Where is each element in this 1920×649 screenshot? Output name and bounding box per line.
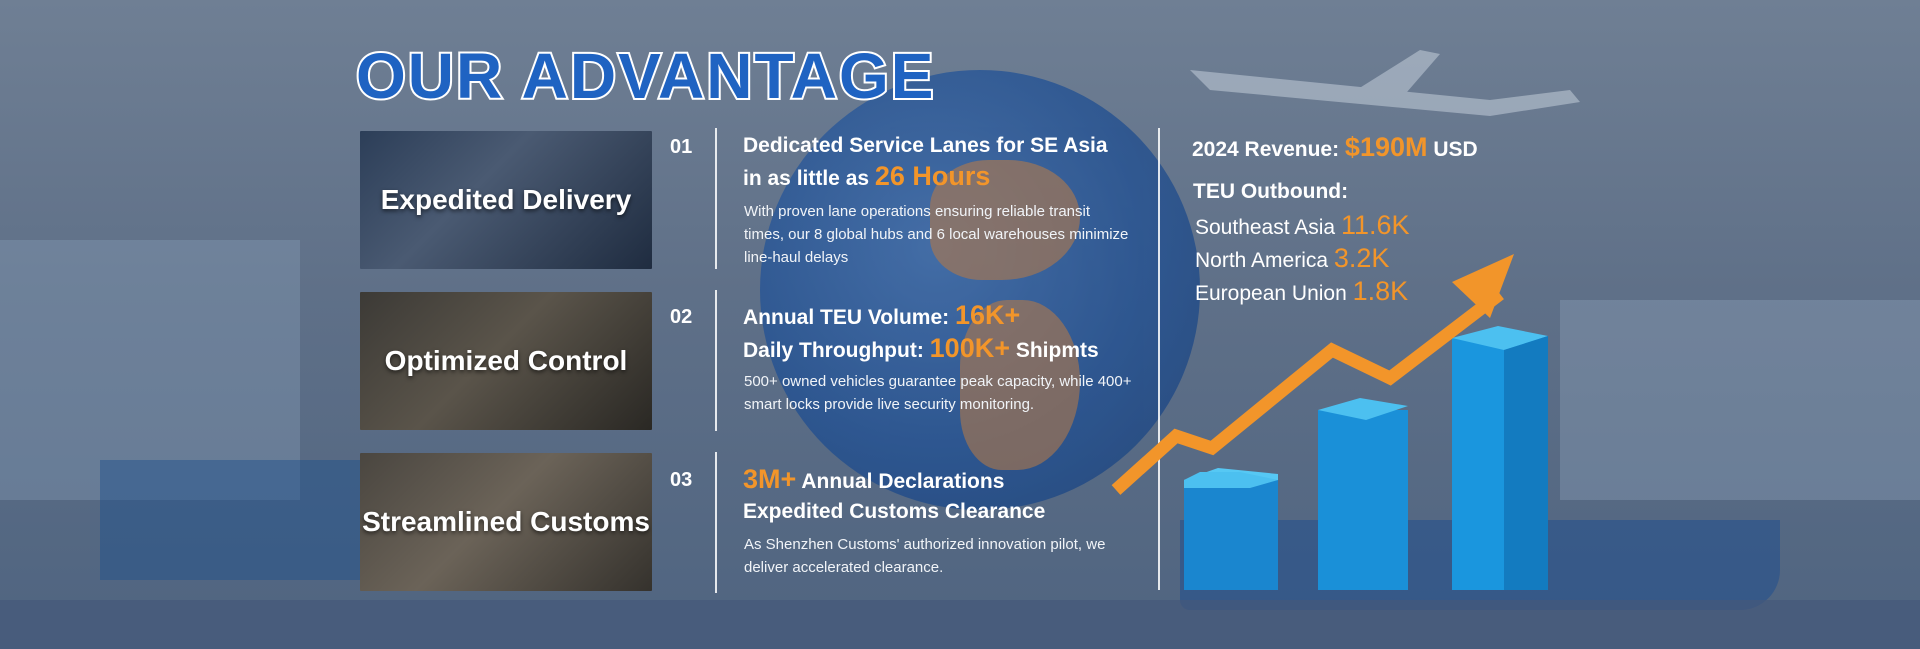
background-buildings-right — [1560, 300, 1920, 500]
teu-row: North America 3.2K — [1195, 243, 1390, 273]
bar-3d — [1184, 468, 1278, 590]
divider-line — [715, 128, 717, 269]
heading-line: Daily Throughput: 100K+ Shipmts — [743, 333, 1099, 363]
teu-value: 1.8K — [1352, 276, 1409, 306]
divider-line — [715, 452, 717, 593]
bar-3d — [1452, 326, 1548, 590]
card-streamlined-customs: Streamlined Customs — [360, 453, 652, 591]
bar-3d — [1318, 398, 1408, 590]
airplane-icon — [1190, 50, 1580, 116]
heading-line: Dedicated Service Lanes for SE Asia — [743, 134, 1108, 157]
teu-value: 11.6K — [1340, 210, 1410, 240]
teu-value: 3.2K — [1333, 243, 1390, 273]
teu-row: Southeast Asia 11.6K — [1195, 210, 1410, 240]
revenue-stat: 2024 Revenue: $190M USD — [1192, 132, 1478, 162]
background-ground — [0, 600, 1920, 649]
highlight-value: 16K+ — [954, 300, 1021, 330]
divider-line — [715, 290, 717, 431]
highlight-value: 26 Hours — [874, 161, 991, 191]
page-title: OUR ADVANTAGE — [354, 40, 936, 112]
heading-line: Expedited Customs Clearance — [743, 500, 1046, 523]
arrow-head-icon — [1452, 254, 1514, 318]
heading-line: 3M+ Annual Declarations — [743, 464, 1005, 494]
card-label: Expedited Delivery — [380, 184, 632, 215]
growth-arrow — [1111, 288, 1504, 495]
background-building-left — [0, 240, 300, 500]
heading-line: in as little as 26 Hours — [743, 161, 991, 191]
item-heading: Annual TEU Volume: 16K+ Daily Throughput… — [743, 300, 1099, 366]
item-number: 01 — [670, 136, 693, 158]
item-heading: Dedicated Service Lanes for SE Asia in a… — [743, 131, 1108, 194]
warehouse-photo — [360, 292, 652, 430]
growth-chart-graphic — [1111, 254, 1548, 590]
highlight-value: 100K+ — [929, 333, 1010, 363]
heading-line: Annual TEU Volume: 16K+ — [743, 300, 1021, 330]
card-label: Optimized Control — [384, 345, 628, 376]
revenue-value: $190M — [1344, 132, 1428, 162]
item-heading: 3M+ Annual Declarations Expedited Custom… — [743, 464, 1045, 527]
item-number: 03 — [670, 469, 693, 491]
item-number: 02 — [670, 306, 693, 328]
card-label: Streamlined Customs — [362, 506, 650, 537]
card-optimized-control: Optimized Control — [360, 292, 652, 430]
item-description: As Shenzhen Customs' authorized innovati… — [744, 536, 1106, 576]
column-divider — [1158, 128, 1160, 590]
teu-row: European Union 1.8K — [1195, 276, 1409, 306]
port-photo — [360, 131, 652, 269]
highlight-value: 3M+ — [743, 464, 797, 494]
customs-photo — [360, 453, 652, 591]
card-expedited-delivery: Expedited Delivery — [360, 131, 652, 269]
globe-graphic — [760, 70, 1200, 510]
teu-title: TEU Outbound: — [1193, 180, 1349, 203]
item-description: With proven lane operations ensuring rel… — [744, 203, 1129, 266]
item-description: 500+ owned vehicles guarantee peak capac… — [744, 373, 1132, 413]
